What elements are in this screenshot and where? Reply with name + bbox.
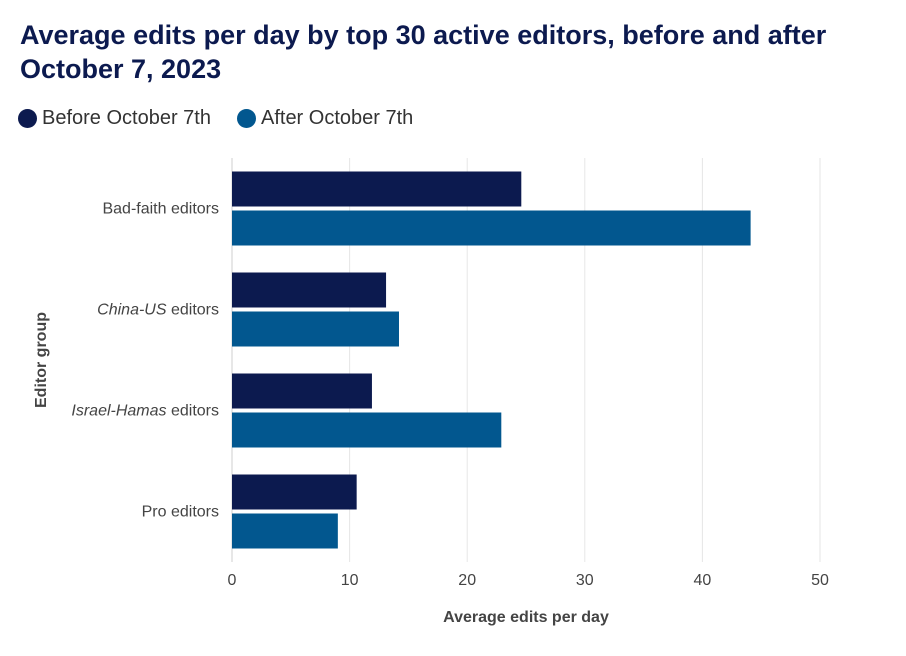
bar-before-0 (232, 171, 522, 207)
x-tick-label: 50 (811, 572, 829, 589)
legend-label-after: After October 7th (260, 107, 414, 129)
legend-item-after[interactable]: After October 7th (236, 107, 414, 130)
bar-after-1 (232, 311, 399, 347)
x-tick-label: 0 (228, 572, 237, 589)
x-tick-label: 30 (576, 572, 594, 589)
chart-title: Average edits per day by top 30 active e… (20, 20, 827, 84)
y-axis-title: Editor group (33, 312, 50, 408)
category-label: China-US editors (97, 302, 219, 319)
bar-before-3 (232, 474, 357, 510)
legend-label-before: Before October 7th (42, 107, 211, 129)
x-tick-label: 10 (341, 572, 359, 589)
bar-after-3 (232, 513, 338, 549)
bar-before-2 (232, 373, 372, 409)
bar-after-0 (232, 210, 751, 246)
bar-before-1 (232, 272, 387, 308)
category-label: Israel-Hamas editors (71, 403, 219, 420)
x-tick-label: 20 (458, 572, 476, 589)
legend-swatch-after (236, 109, 256, 128)
category-label: Bad-faith editors (102, 201, 219, 218)
x-tick-label: 40 (694, 572, 712, 589)
legend: Before October 7th After October 7th (18, 107, 439, 130)
x-axis-title: Average edits per day (443, 609, 609, 626)
bar-after-2 (232, 412, 502, 448)
legend-swatch-before (18, 109, 37, 128)
legend-item-before[interactable]: Before October 7th (18, 107, 211, 130)
category-label: Pro editors (142, 504, 219, 521)
